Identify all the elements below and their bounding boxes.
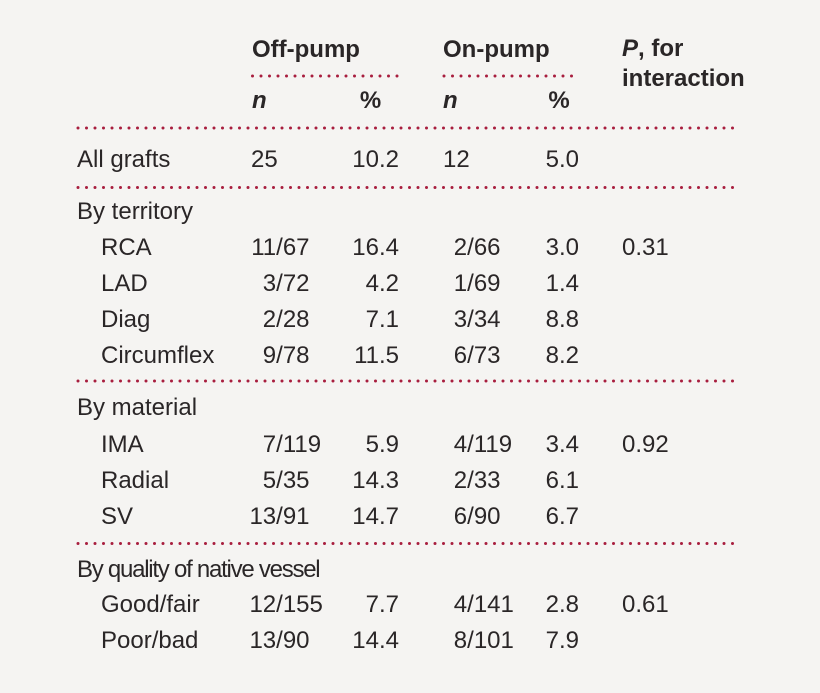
svg-text:13: 13	[249, 627, 276, 654]
svg-text:14.7: 14.7	[352, 503, 399, 530]
svg-text:Good/fair: Good/fair	[101, 591, 200, 618]
svg-text:/33: /33	[467, 467, 500, 494]
svg-text:n: n	[252, 87, 267, 114]
svg-text:Radial: Radial	[101, 467, 169, 494]
svg-text:/35: /35	[276, 467, 309, 494]
svg-text:0.31: 0.31	[622, 234, 669, 261]
svg-text:6.7: 6.7	[546, 503, 579, 530]
svg-text:/66: /66	[467, 234, 500, 261]
svg-text:13: 13	[249, 503, 276, 530]
svg-text:8.2: 8.2	[546, 342, 579, 369]
svg-text:25: 25	[251, 146, 278, 173]
svg-text:9: 9	[263, 342, 276, 369]
svg-text:8.8: 8.8	[546, 306, 579, 333]
svg-text:/101: /101	[467, 627, 514, 654]
svg-text:14.4: 14.4	[352, 627, 399, 654]
svg-text:4: 4	[454, 431, 467, 458]
svg-text:LAD: LAD	[101, 270, 148, 297]
svg-text:6: 6	[454, 342, 467, 369]
svg-text:By material: By material	[77, 394, 197, 421]
svg-text:/119: /119	[467, 431, 512, 458]
svg-text:10.2: 10.2	[352, 146, 399, 173]
svg-text:Off-pump: Off-pump	[252, 36, 360, 63]
svg-text:2.8: 2.8	[546, 591, 579, 618]
svg-text:5.9: 5.9	[366, 431, 399, 458]
svg-text:IMA: IMA	[101, 431, 144, 458]
svg-text:/119: /119	[276, 431, 321, 458]
svg-text:%: %	[360, 87, 381, 114]
svg-text:14.3: 14.3	[352, 467, 399, 494]
svg-text:Circumflex: Circumflex	[101, 342, 214, 369]
svg-text:RCA: RCA	[101, 234, 152, 261]
svg-text:0.92: 0.92	[622, 431, 669, 458]
svg-text:7: 7	[263, 431, 276, 458]
svg-text:0.61: 0.61	[622, 591, 669, 618]
svg-text:1: 1	[454, 270, 467, 297]
svg-text:7.1: 7.1	[366, 306, 399, 333]
svg-text:3: 3	[263, 270, 276, 297]
svg-text:11: 11	[251, 234, 276, 261]
svg-text:SV: SV	[101, 503, 133, 530]
svg-text:5: 5	[263, 467, 276, 494]
svg-text:/91: /91	[276, 503, 309, 530]
svg-text:12: 12	[249, 591, 276, 618]
svg-text:2: 2	[263, 306, 276, 333]
svg-text:/28: /28	[276, 306, 309, 333]
svg-text:6: 6	[454, 503, 467, 530]
svg-text:On-pump: On-pump	[443, 36, 550, 63]
svg-text:n: n	[443, 87, 458, 114]
svg-text:interaction: interaction	[622, 65, 745, 92]
svg-text:2: 2	[454, 234, 467, 261]
svg-text:7.9: 7.9	[546, 627, 579, 654]
svg-text:/72: /72	[276, 270, 309, 297]
svg-text:6.1: 6.1	[546, 467, 579, 494]
svg-text:4: 4	[454, 591, 467, 618]
svg-text:2: 2	[454, 467, 467, 494]
svg-text:Poor/bad: Poor/bad	[101, 627, 198, 654]
svg-text:/78: /78	[276, 342, 309, 369]
svg-text:7.7: 7.7	[366, 591, 399, 618]
svg-text:5.0: 5.0	[546, 146, 579, 173]
svg-text:/90: /90	[467, 503, 500, 530]
svg-text:3.0: 3.0	[546, 234, 579, 261]
svg-text:4.2: 4.2	[366, 270, 399, 297]
svg-text:P, for: P, for	[622, 35, 683, 62]
svg-text:3: 3	[454, 306, 467, 333]
svg-text:/34: /34	[467, 306, 500, 333]
svg-text:/155: /155	[276, 591, 323, 618]
svg-text:By quality of native vessel: By quality of native vessel	[77, 556, 319, 583]
svg-text:/69: /69	[467, 270, 500, 297]
svg-text:11.5: 11.5	[354, 342, 399, 369]
svg-text:All grafts: All grafts	[77, 146, 170, 173]
svg-text:16.4: 16.4	[352, 234, 399, 261]
svg-text:/73: /73	[467, 342, 500, 369]
svg-text:%: %	[548, 87, 569, 114]
svg-text:1.4: 1.4	[546, 270, 579, 297]
svg-text:By territory: By territory	[77, 198, 193, 225]
svg-text:/141: /141	[467, 591, 514, 618]
svg-text:/90: /90	[276, 627, 309, 654]
svg-text:/67: /67	[276, 234, 309, 261]
svg-text:8: 8	[454, 627, 467, 654]
svg-text:3.4: 3.4	[546, 431, 579, 458]
svg-text:12: 12	[443, 146, 470, 173]
svg-text:Diag: Diag	[101, 306, 150, 333]
